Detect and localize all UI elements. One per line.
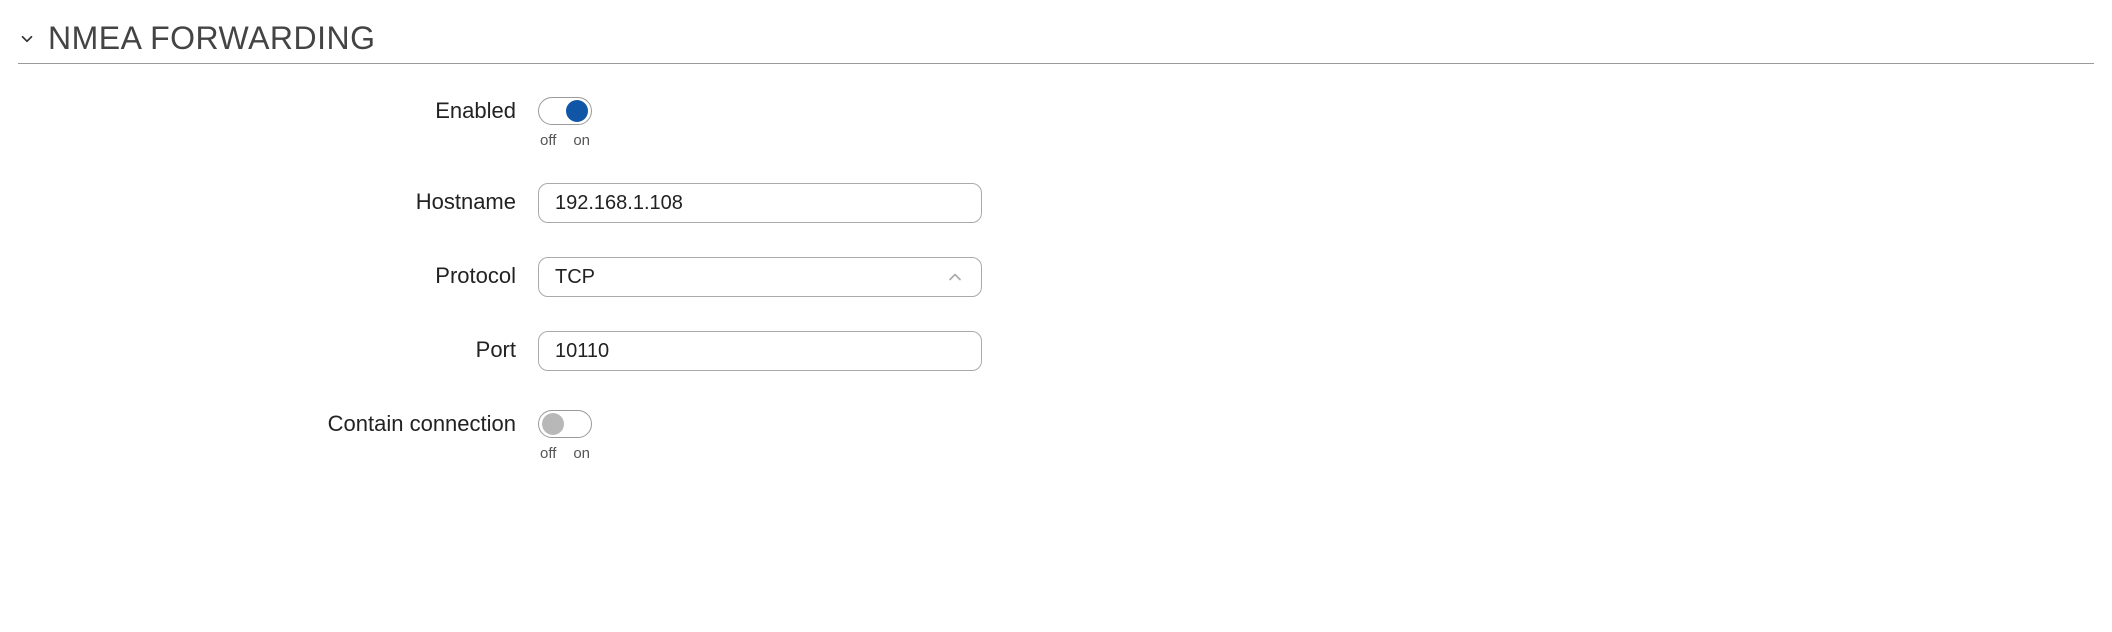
chevron-down-icon[interactable]	[18, 30, 36, 48]
toggle-enabled-caption: off on	[538, 130, 592, 149]
label-protocol: Protocol	[18, 257, 538, 289]
control-protocol: TCP	[538, 257, 982, 297]
section-header: NMEA FORWARDING	[18, 20, 2094, 64]
section-title: NMEA FORWARDING	[48, 20, 376, 57]
toggle-off-label: off	[540, 132, 556, 149]
control-hostname	[538, 183, 982, 223]
toggle-contain-wrap	[538, 405, 592, 443]
port-input[interactable]	[538, 331, 982, 371]
toggle-on-label: on	[573, 445, 590, 462]
label-hostname: Hostname	[18, 183, 538, 215]
toggle-contain-caption: off on	[538, 443, 592, 462]
row-contain-connection: Contain connection off on	[18, 405, 2094, 462]
label-enabled: Enabled	[18, 92, 538, 124]
protocol-selected-value: TCP	[555, 266, 595, 289]
label-port: Port	[18, 331, 538, 363]
toggle-off-label: off	[540, 445, 556, 462]
control-contain-connection: off on	[538, 405, 592, 462]
toggle-enabled-knob	[566, 100, 588, 122]
row-enabled: Enabled off on	[18, 92, 2094, 149]
row-port: Port	[18, 331, 2094, 371]
row-hostname: Hostname	[18, 183, 2094, 223]
control-enabled: off on	[538, 92, 592, 149]
toggle-contain-knob	[542, 413, 564, 435]
form-area: Enabled off on Hostname Protocol TCP	[18, 64, 2094, 462]
toggle-contain-connection[interactable]	[538, 410, 592, 438]
toggle-enabled-wrap	[538, 92, 592, 130]
control-port	[538, 331, 982, 371]
chevron-up-icon	[945, 267, 965, 287]
toggle-enabled[interactable]	[538, 97, 592, 125]
row-protocol: Protocol TCP	[18, 257, 2094, 297]
hostname-input[interactable]	[538, 183, 982, 223]
protocol-select[interactable]: TCP	[538, 257, 982, 297]
label-contain-connection: Contain connection	[18, 405, 538, 437]
toggle-on-label: on	[573, 132, 590, 149]
